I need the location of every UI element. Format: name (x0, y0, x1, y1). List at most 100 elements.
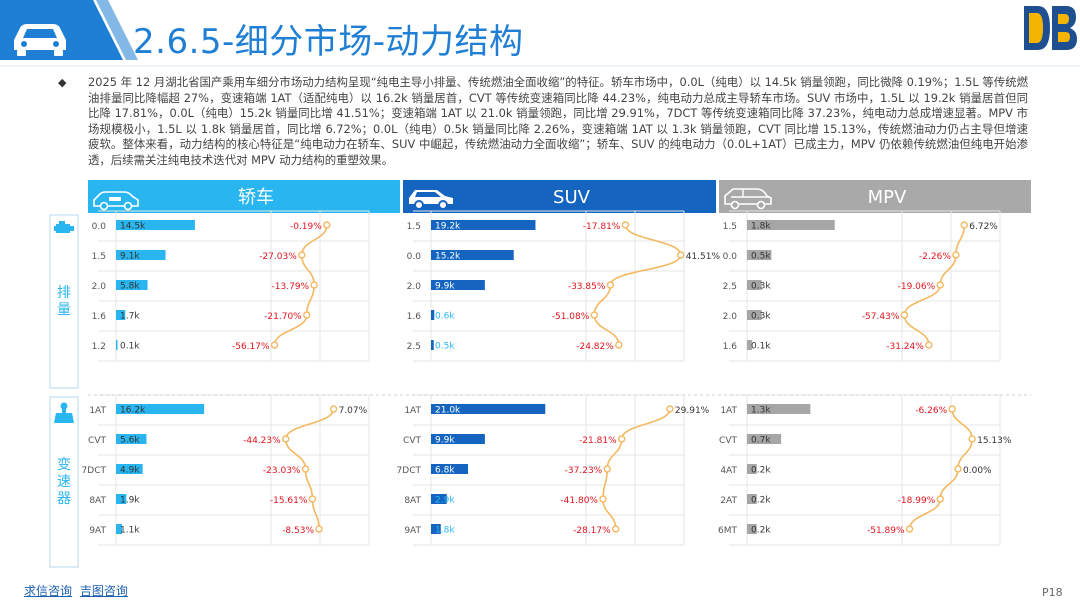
bar (747, 340, 752, 350)
value-label: 16.2k (120, 406, 146, 416)
bar (747, 310, 762, 320)
yoy-line (273, 224, 328, 346)
car-header-icon (14, 24, 66, 56)
value-label: 0.2k (751, 496, 771, 506)
value-label: 5.8k (120, 282, 140, 292)
row-group-label-displacement: 排量 (49, 214, 79, 389)
bar (116, 220, 195, 230)
yoy-line (284, 408, 335, 530)
yoy-point (954, 465, 962, 473)
yoy-point (612, 525, 620, 533)
category-label: 1.6 (723, 342, 738, 352)
yoy-label: 41.51% (686, 252, 721, 262)
yoy-label: -37.23% (565, 466, 603, 476)
yoy-line (908, 408, 973, 530)
value-label: 0.1k (120, 342, 140, 352)
yoy-label: -51.89% (867, 526, 905, 536)
yoy-label: -6.26% (915, 406, 947, 416)
category-label: 2.0 (92, 282, 107, 292)
value-label: 0.5k (751, 252, 771, 262)
slide-header (0, 0, 1080, 67)
category-label: 0.0 (92, 222, 107, 232)
value-label: 21.0k (435, 406, 461, 416)
segment-title: SUV (553, 187, 591, 208)
bar (431, 220, 536, 230)
yoy-point (615, 341, 623, 349)
page-title: 2.6.5-细分市场-动力结构 (133, 22, 524, 62)
bar (431, 464, 469, 474)
value-label: 15.2k (435, 252, 461, 262)
bar (747, 220, 835, 230)
bar (116, 310, 126, 320)
bar (747, 280, 762, 290)
yoy-point (936, 281, 944, 289)
category-label: 2AT (720, 496, 737, 506)
yoy-line (903, 224, 966, 346)
value-label: 0.1k (751, 342, 771, 352)
row-group-label-text: 变速器 (57, 457, 71, 507)
yoy-label: -31.24% (886, 342, 924, 352)
segment-title: 轿车 (238, 187, 274, 208)
bar (431, 250, 514, 260)
value-label: 14.5k (120, 222, 146, 232)
footer-link-jitu[interactable]: 吉图咨询 (79, 584, 128, 598)
yoy-label: -27.03% (259, 252, 297, 262)
yoy-label: -28.17% (573, 526, 611, 536)
yoy-point (599, 495, 607, 503)
chart-sedan-transmission: 1AT 16.2k CVT 5.6k 7DCT 4.9k 8AT 1.9k 9AT 1.1k 7.0… (82, 394, 370, 546)
chart-mpv-displacement: 1.5 1.8k 0.0 0.5k 2.5 0.3k 2.0 0.3k 1.6 0.1k 6.72%… (723, 210, 1001, 362)
yoy-point (323, 221, 331, 229)
category-label: 2.5 (723, 282, 737, 292)
bar (747, 434, 782, 444)
yoy-label: -13.79% (272, 282, 310, 292)
bar (116, 464, 143, 474)
sedan-icon (93, 191, 139, 211)
gear-shift-icon (54, 402, 74, 423)
yoy-label: 0.00% (963, 466, 992, 476)
category-label: CVT (719, 436, 737, 446)
footer-link-qiuxin[interactable]: 求信咨询 (24, 584, 73, 598)
category-label: 1AT (720, 406, 737, 416)
category-label: 9AT (404, 526, 421, 536)
page-number: P18 (1042, 586, 1063, 599)
segment-header-mpv: MPV (719, 180, 1031, 213)
bar (431, 310, 435, 320)
bar (747, 524, 757, 534)
yoy-label: 7.07% (339, 406, 368, 416)
yoy-point (310, 281, 318, 289)
yoy-point (603, 465, 611, 473)
bar (431, 494, 447, 504)
chart-suv-displacement: 1.5 19.2k 0.0 15.2k 2.0 9.9k 1.6 0.6k 2.5 0.5k -17… (407, 210, 721, 362)
footer-links: 求信咨询 吉图咨询 (24, 582, 132, 599)
value-label: 1.7k (120, 312, 140, 322)
yoy-label: -0.19% (290, 222, 322, 232)
bar (431, 434, 485, 444)
category-label: 1.5 (723, 222, 737, 232)
category-label: CVT (88, 436, 106, 446)
value-label: 0.6k (435, 312, 455, 322)
yoy-label: -24.82% (576, 342, 614, 352)
value-label: 0.3k (751, 312, 771, 322)
value-label: 0.7k (751, 436, 771, 446)
value-label: 1.9k (120, 496, 140, 506)
yoy-label: -44.23% (243, 436, 281, 446)
yoy-point (606, 281, 615, 289)
bar (747, 464, 757, 474)
value-label: 5.6k (120, 436, 140, 446)
yoy-label: -17.81% (583, 222, 621, 232)
bar (116, 494, 127, 504)
category-label: 7DCT (82, 466, 107, 476)
bar (116, 404, 205, 414)
category-label: CVT (403, 436, 421, 446)
bar (116, 250, 166, 260)
category-label: 0.0 (723, 252, 738, 262)
yoy-label: -56.17% (232, 342, 270, 352)
segment-header-sedan: 轿车 (88, 180, 400, 213)
bar (431, 524, 441, 534)
yoy-label: -23.03% (263, 466, 301, 476)
yoy-point (968, 435, 976, 443)
value-label: 0.5k (435, 342, 455, 352)
yoy-label: 29.91% (675, 406, 710, 416)
yoy-point (677, 251, 685, 259)
chart-mpv-transmission: 1AT 1.3k CVT 0.7k 4AT 0.2k 2AT 0.2k 6MT 0.2k -6.26… (718, 394, 1012, 546)
